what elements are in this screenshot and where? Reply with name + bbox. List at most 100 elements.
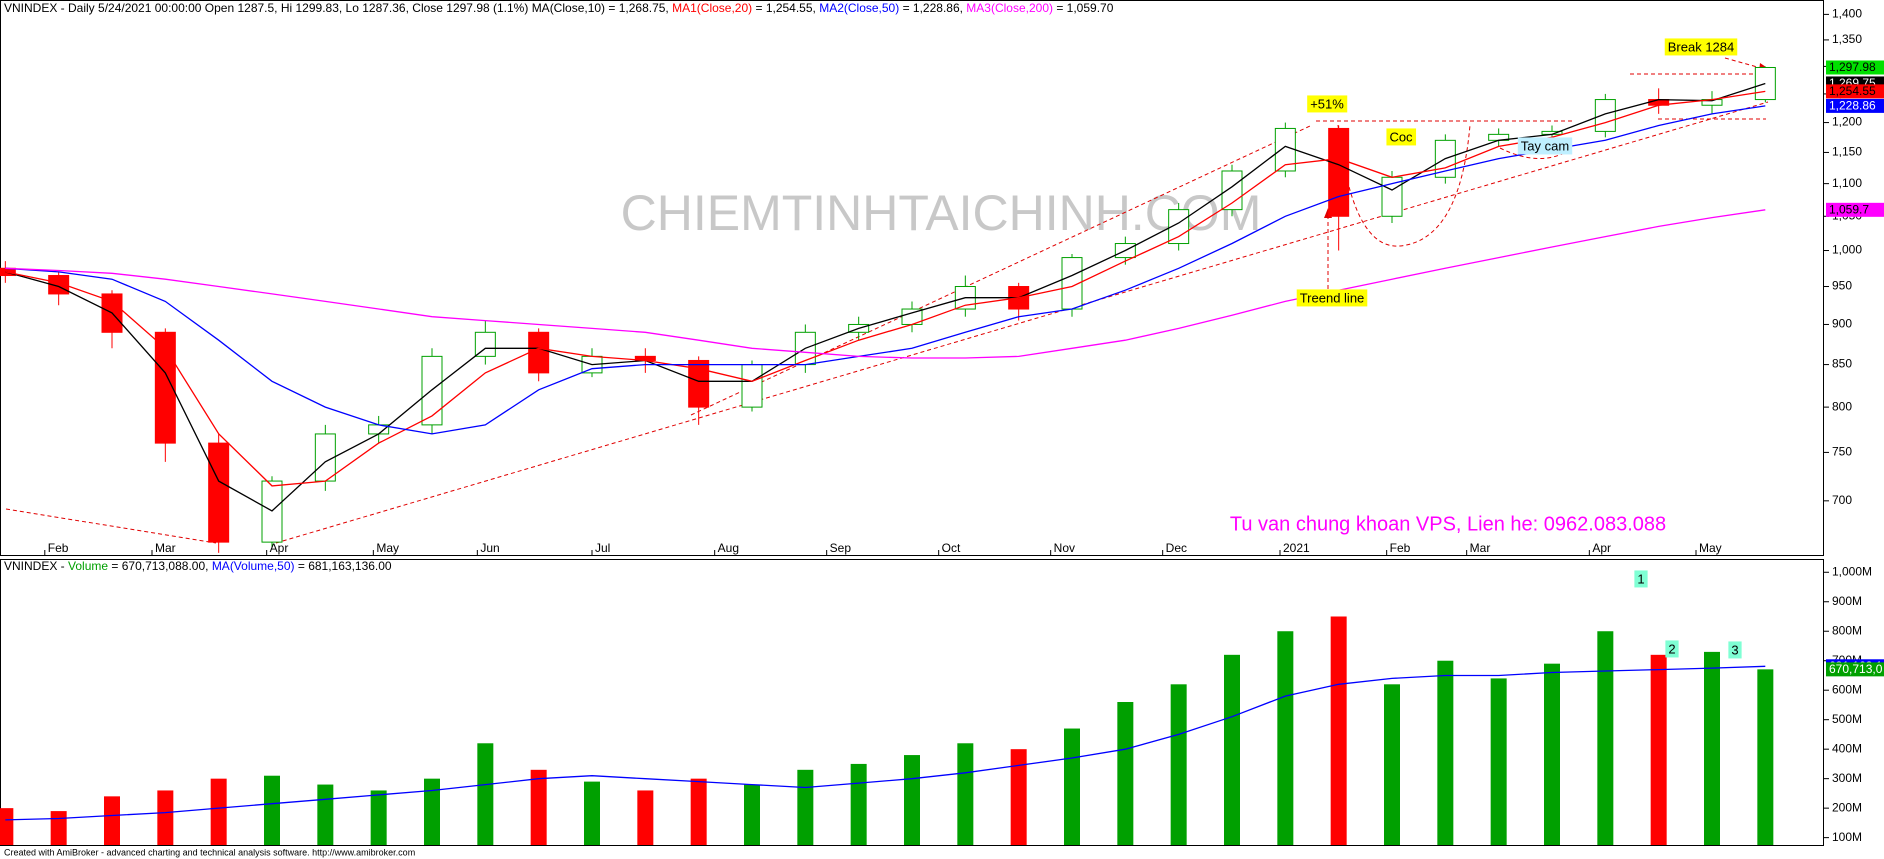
volume-bar [744, 784, 760, 845]
candle-body [1168, 209, 1190, 245]
ma-line [5, 90, 1766, 487]
candle-body [474, 331, 496, 357]
annotation-bg [1664, 38, 1738, 56]
last-value-label: 670,713,0 [1829, 662, 1883, 676]
x-tick-label: Oct [942, 541, 961, 555]
legend-name: MA3(Close,200) [966, 1, 1053, 15]
volume-bar [0, 808, 14, 845]
y-tick-label: 1,200 [1832, 115, 1862, 129]
y-tick-label: 1,000M [1832, 564, 1872, 578]
y-tick-label: 850 [1832, 357, 1852, 371]
x-tick-label: Mar [155, 541, 176, 555]
volume-bar [584, 781, 600, 845]
volume-bar [957, 743, 974, 845]
header-text: Volume [68, 559, 108, 573]
y-tick-label: 750 [1832, 445, 1852, 459]
volume-bar [157, 790, 174, 845]
header-text: = 1,228.86, [899, 1, 966, 15]
volume-bar [1490, 678, 1507, 845]
volume-bar [104, 796, 120, 845]
candle-body [154, 331, 176, 444]
volume-bar [477, 743, 494, 845]
volume-bar [1224, 654, 1240, 845]
annotation-bg [1665, 640, 1679, 658]
volume-bar [530, 769, 547, 845]
annotation-bg [1634, 570, 1648, 588]
y-tick-label: 400M [1832, 741, 1862, 755]
x-tick-label: Apr [270, 541, 289, 555]
trend-line [690, 125, 1311, 416]
y-tick-label: 500M [1832, 712, 1862, 726]
last-value-box [1826, 662, 1884, 677]
candle-body [1754, 66, 1776, 101]
header-text: VNINDEX - [4, 559, 68, 573]
x-tick-label: Jul [595, 541, 610, 555]
cup-arc [1337, 124, 1471, 247]
ma-line [5, 105, 1766, 435]
annotation-bg [1728, 641, 1742, 659]
price-header: VNINDEX - Daily 5/24/2021 00:00:00 Open … [4, 1, 1114, 15]
legend-name: MA1(Close,20) [672, 1, 752, 15]
volume-pane-border [0, 559, 1824, 846]
candle-body [1594, 99, 1616, 132]
volume-bar [1544, 663, 1560, 845]
watermark: CHIEMTINHTAICHINH.COM [621, 185, 1262, 241]
y-tick-label: 950 [1832, 279, 1852, 293]
last-value-box [1826, 202, 1884, 217]
legend-name: MA(Volume,50) [212, 559, 295, 573]
volume-bar [264, 775, 280, 845]
x-tick-label: Apr [1592, 541, 1611, 555]
y-tick-label: 1,350 [1832, 32, 1862, 46]
y-tick-label: 200M [1832, 800, 1862, 814]
y-tick-label: 800 [1832, 399, 1852, 413]
ma-line [5, 209, 1766, 359]
x-tick-label: 2021 [1283, 541, 1310, 555]
volume-bar [1117, 702, 1134, 845]
last-value-label: 1,059.7 [1829, 202, 1869, 216]
candle-body [688, 359, 710, 408]
volume-bar [1170, 684, 1187, 845]
x-tick-label: Nov [1054, 541, 1075, 555]
volume-bar [850, 763, 867, 845]
volume-bar [1384, 684, 1400, 845]
y-tick-label: 900 [1832, 317, 1852, 331]
header-text: = 1,268.75, [605, 1, 672, 15]
candle-body [208, 442, 230, 543]
annotation: Break 1284 [1668, 39, 1735, 54]
last-value-box [1826, 60, 1884, 75]
footer: Created with AmiBroker - advanced charti… [4, 847, 415, 857]
volume-bar [690, 778, 707, 845]
legend-name: MA(Close,10) [532, 1, 605, 15]
annotation: 1 [1637, 571, 1644, 586]
trend-line [5, 508, 217, 544]
volume-bar [1010, 749, 1027, 845]
x-tick-label: Feb [48, 541, 69, 555]
volume-bar [1597, 631, 1614, 845]
annotation-bg [1307, 95, 1348, 113]
y-tick-label: 300M [1832, 771, 1862, 785]
x-tick-label: Dec [1166, 541, 1187, 555]
y-tick-label: 1,100 [1832, 176, 1862, 190]
y-tick-label: 800M [1832, 623, 1862, 637]
candle-body [1328, 127, 1350, 217]
candle-body [1221, 170, 1243, 211]
annotation: Treend line [1300, 290, 1365, 305]
annotation-bg [1296, 289, 1368, 307]
x-tick-label: May [1699, 541, 1722, 555]
candle-body [528, 331, 550, 374]
annotation: Tay cam [1521, 138, 1569, 153]
y-tick-label: 1,400 [1832, 7, 1862, 21]
y-tick-label: 600M [1832, 682, 1862, 696]
y-tick-label: 1,150 [1832, 145, 1862, 159]
annotation-bg [1517, 137, 1573, 155]
y-tick-label: 700 [1832, 493, 1852, 507]
volume-bar [210, 778, 227, 845]
annotation: 3 [1731, 642, 1738, 657]
last-value-label: 1,254.55 [1829, 84, 1876, 98]
ma-line [5, 82, 1766, 512]
x-tick-label: Aug [718, 541, 739, 555]
annotation: 2 [1668, 641, 1675, 656]
price-pane-border [0, 0, 1824, 556]
ma-line [5, 665, 1766, 821]
